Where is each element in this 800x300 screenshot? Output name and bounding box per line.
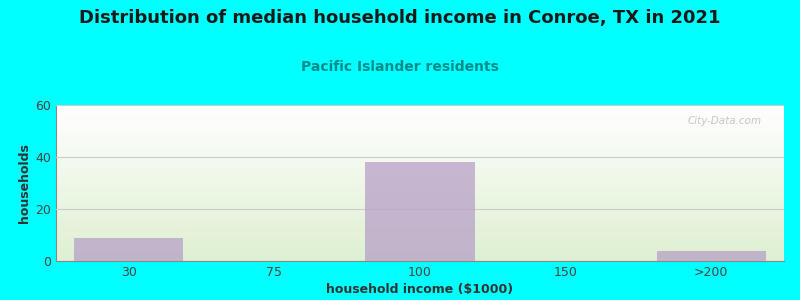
Bar xyxy=(366,162,474,261)
X-axis label: household income ($1000): household income ($1000) xyxy=(326,283,514,296)
Text: Pacific Islander residents: Pacific Islander residents xyxy=(301,60,499,74)
Bar xyxy=(74,238,183,261)
Y-axis label: households: households xyxy=(18,143,31,223)
Bar xyxy=(657,250,766,261)
Text: Distribution of median household income in Conroe, TX in 2021: Distribution of median household income … xyxy=(79,9,721,27)
Text: City-Data.com: City-Data.com xyxy=(688,116,762,126)
